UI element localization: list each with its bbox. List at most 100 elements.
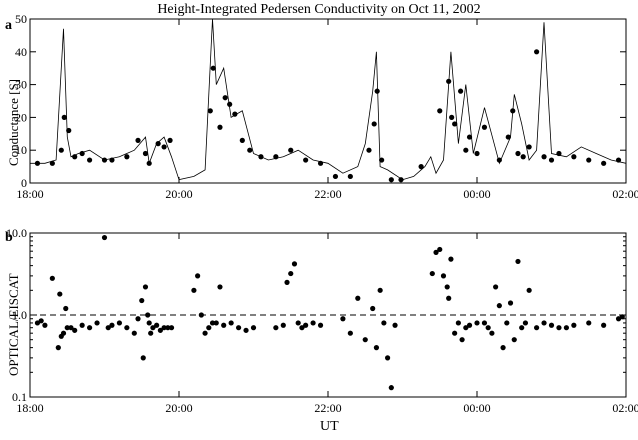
panel-b-data-point — [310, 320, 316, 326]
panel-b-ytick-label: 10.0 — [6, 226, 27, 240]
panel-a-data-point — [615, 157, 622, 163]
panel-a-data-point — [446, 78, 452, 84]
panel-b-xtick-label: 22:00 — [314, 401, 341, 415]
panel-b-data-point — [195, 273, 201, 279]
panel-b-data-point — [94, 320, 100, 326]
panel-b-data-point — [347, 330, 353, 336]
panel-a-data-point — [586, 157, 592, 163]
panel-a-data-point — [466, 134, 473, 140]
panel-a-data-point — [520, 154, 526, 160]
panel-b-data-point — [236, 325, 242, 331]
panel-b-data-point — [522, 320, 529, 326]
panel-b-data-point — [116, 320, 122, 326]
panel-a-data-point — [496, 157, 502, 163]
panel-b-xtick-label: 18:00 — [16, 401, 43, 415]
panel-b-data-point — [373, 345, 380, 351]
panel-b-data-point — [72, 327, 78, 333]
panel-b-data-point — [273, 325, 279, 331]
panel-a-data-point — [239, 137, 245, 143]
panel-b-data-point — [448, 256, 454, 262]
panel-a-data-point — [155, 141, 161, 147]
panel-a-data-point — [167, 137, 173, 143]
panel-a-data-point — [366, 147, 372, 153]
panel-b-data-point — [135, 316, 141, 322]
panel-a-data-point — [458, 88, 464, 94]
panel-b-data-point — [157, 327, 163, 333]
panel-a-ytick-label: 40 — [15, 45, 27, 59]
panel-a-data-point — [541, 154, 547, 160]
panel-a-data-point — [207, 108, 213, 114]
panel-a-label: a — [5, 18, 12, 33]
panel-b-data-point — [217, 284, 223, 290]
panel-a-data-point — [481, 124, 488, 130]
panel-b-data-point — [563, 325, 570, 331]
panel-b-data-point — [148, 330, 154, 336]
panel-b-data-point — [198, 312, 204, 318]
panel-a: 0 10 20 30 40 50 18:00 20:00 22:00 00:00 02:00 — [15, 12, 638, 201]
panel-a-xtick-label: 00:00 — [463, 187, 490, 201]
panel-a-data-point — [210, 65, 216, 71]
panel-b-data-point — [60, 330, 67, 336]
panel-a-data-point — [437, 108, 443, 114]
panel-a-data-point — [101, 157, 108, 163]
panel-a-data-point — [463, 147, 469, 153]
panel-b-data-point — [493, 284, 499, 290]
panel-a-xtick-label: 18:00 — [16, 187, 43, 201]
panel-a-data-point — [61, 114, 67, 120]
panel-a-data-point — [371, 121, 377, 127]
panel-b-data-point — [228, 320, 234, 326]
panel-b-data-point — [440, 273, 447, 279]
panel-b-data-point — [131, 330, 137, 336]
panel-b-label: b — [5, 230, 13, 245]
panel-b-data-point — [362, 337, 368, 343]
panel-b-data-point — [63, 305, 69, 312]
panel-a-data-point — [109, 157, 115, 163]
chart-title: Height-Integrated Pedersen Conductivity … — [157, 2, 481, 17]
panel-b-data-point — [57, 291, 63, 297]
panel-b-data-point — [496, 303, 502, 309]
panel-b-data-point — [355, 295, 361, 301]
panel-b-ytick-label: 0.1 — [12, 390, 27, 404]
panel-b-data-point — [101, 234, 108, 241]
panel-b-data-point — [370, 305, 376, 312]
panel-b-data-point — [64, 325, 70, 331]
panel-b-xlabel: UT — [320, 419, 339, 434]
panel-b-data-point — [280, 322, 286, 328]
panel-b-data-point — [500, 345, 506, 351]
panel-a-data-point — [505, 134, 511, 140]
panel-b-data-point — [481, 320, 488, 326]
panel-a-data-point — [452, 121, 458, 127]
panel-a-data-point — [135, 137, 141, 143]
panel-b-data-point — [299, 325, 305, 331]
panel-b-data-point — [284, 279, 290, 285]
panel-a-data-point — [66, 127, 72, 134]
panel-b-data-point — [79, 322, 85, 328]
panel-a-data-point — [449, 114, 455, 120]
panel-a-data-point — [288, 147, 294, 153]
panel-a-data-point — [474, 150, 480, 157]
panel-a-ytick-label: 50 — [15, 12, 27, 26]
panel-b-data-point — [243, 327, 249, 333]
panel-a-data-point — [379, 157, 385, 163]
panel-b-data-point — [534, 325, 540, 331]
panel-a-data-point — [548, 157, 555, 163]
panel-b-data-point — [433, 249, 439, 255]
panel-a-data-point — [247, 147, 253, 153]
panel-b: 0.1 1.0 10.0 18:00 20:00 22:00 00:00 02:00 — [6, 226, 638, 415]
panel-b-data-point — [295, 320, 301, 326]
panel-b-data-point — [459, 337, 465, 343]
panel-a-data-point — [510, 108, 516, 114]
panel-b-data-point — [250, 325, 257, 331]
panel-b-data-point — [317, 322, 324, 328]
panel-b-data-point — [548, 322, 555, 328]
panel-a-ytick-label: 20 — [15, 110, 27, 124]
panel-a-data-point — [374, 88, 380, 94]
panel-b-data-point — [42, 322, 48, 328]
panel-b-data-point — [526, 287, 532, 293]
panel-b-data-point — [340, 316, 346, 322]
panel-b-data-point — [191, 287, 197, 293]
panel-a-data-point — [227, 101, 233, 107]
panel-b-data-point — [466, 322, 473, 328]
panel-b-data-point — [619, 314, 625, 320]
panel-a-data-point — [161, 144, 167, 150]
